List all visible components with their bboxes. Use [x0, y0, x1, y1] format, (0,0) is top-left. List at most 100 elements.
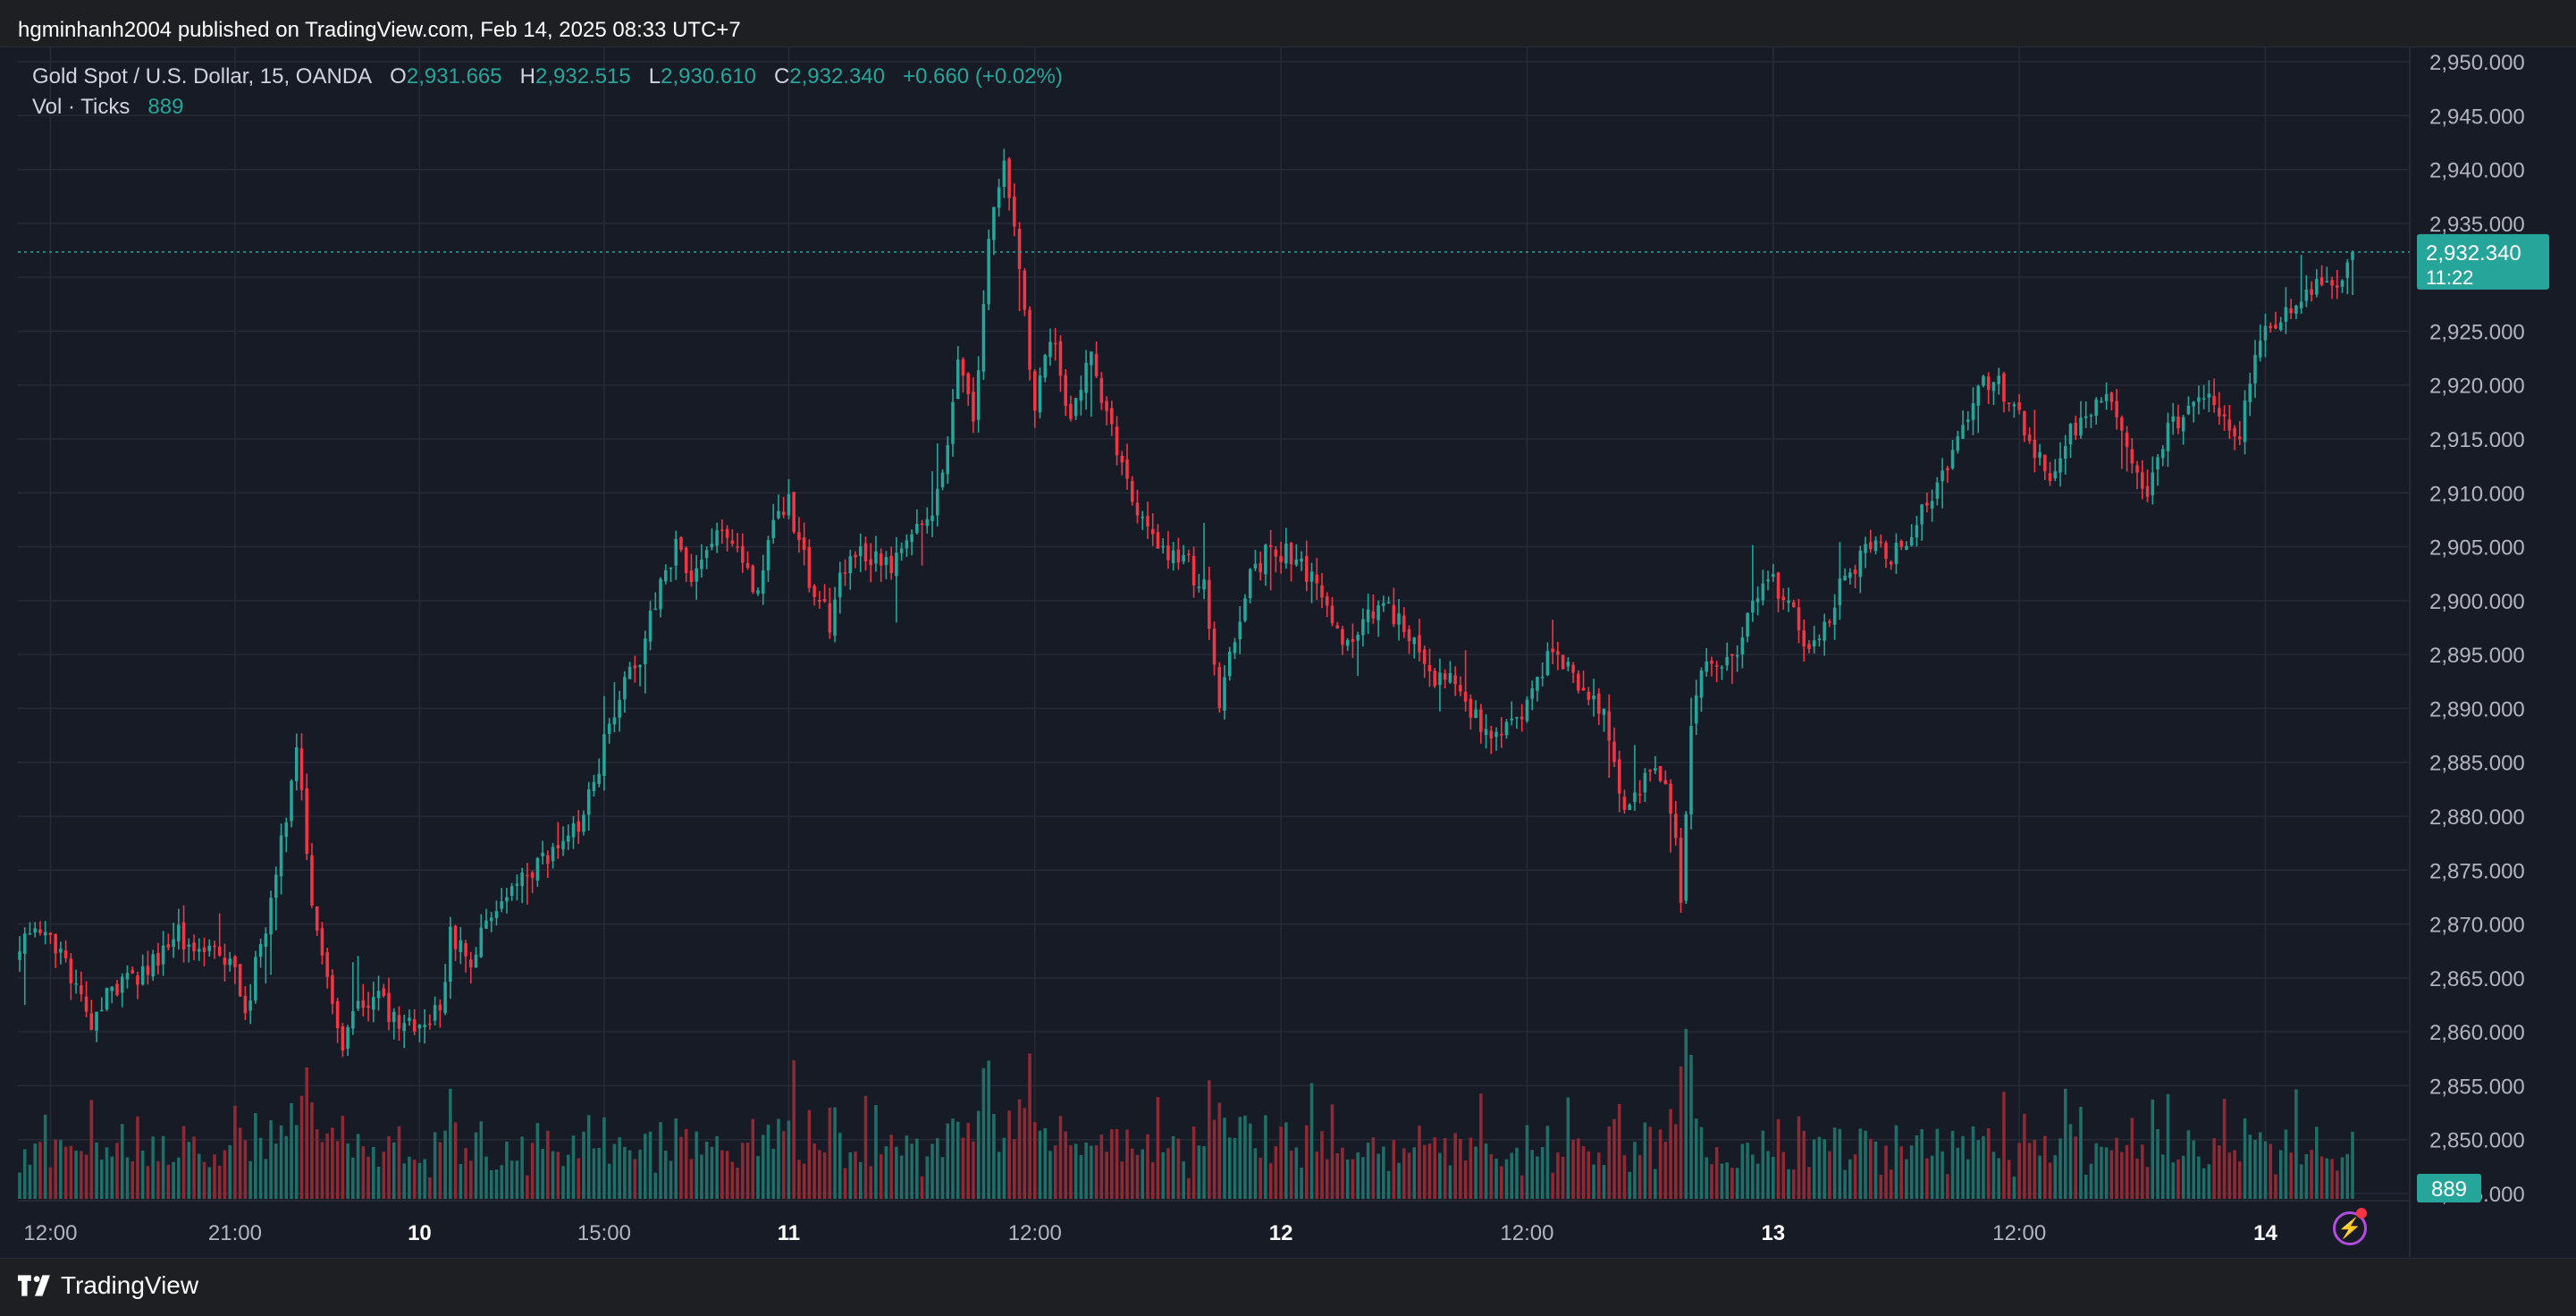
candle — [1459, 676, 1462, 696]
candle-body — [1873, 540, 1878, 552]
volume-bar — [2094, 1143, 2098, 1199]
volume-bar — [2351, 1131, 2354, 1199]
candle — [541, 840, 544, 865]
chart-legend: Gold Spot / U.S. Dollar, 15, OANDA O2,93… — [32, 62, 1063, 122]
candle — [258, 938, 263, 968]
candle-body — [1607, 711, 1612, 741]
candle — [33, 922, 37, 938]
candle — [720, 519, 724, 544]
volume-bar — [1812, 1139, 1816, 1199]
candle — [1284, 527, 1288, 569]
candle-body — [720, 529, 724, 531]
time-tick-label: 13 — [1761, 1221, 1785, 1245]
volume-bar — [2186, 1130, 2191, 1199]
candle — [213, 941, 216, 959]
candle — [2336, 269, 2339, 299]
candle — [1669, 779, 1672, 853]
candle-body — [1679, 837, 1683, 903]
candle — [987, 229, 990, 311]
volume-bar — [2033, 1140, 2037, 1199]
candle-body — [905, 540, 909, 549]
candle — [1930, 489, 1934, 522]
candle — [2084, 401, 2088, 428]
candle — [100, 997, 104, 1012]
volume-bar — [546, 1130, 550, 1199]
candle — [818, 591, 821, 609]
candle — [1233, 637, 1237, 660]
candle — [2100, 397, 2103, 403]
candle-body — [2181, 417, 2185, 432]
candle — [710, 528, 714, 551]
volume-bar — [1233, 1137, 1237, 1199]
volume-label[interactable]: Vol · Ticks — [32, 95, 130, 119]
candle-body — [1515, 716, 1519, 719]
volume-bar — [320, 1142, 324, 1199]
candle-body — [1253, 563, 1258, 569]
candle-body — [663, 569, 668, 582]
volume-bar — [1208, 1080, 1211, 1199]
candle-body — [1879, 541, 1883, 544]
symbol-title[interactable]: Gold Spot / U.S. Dollar, 15, OANDA — [32, 64, 373, 89]
candle-body — [1925, 502, 1929, 506]
candle-body — [74, 983, 78, 985]
candle-body — [95, 1011, 98, 1031]
volume-bar — [607, 1163, 611, 1199]
volume-bar — [905, 1135, 909, 1199]
volume-bar — [1510, 1152, 1514, 1199]
candle-body — [228, 958, 232, 966]
volume-bar — [361, 1146, 366, 1199]
candle-body — [1259, 562, 1262, 573]
candle-body — [2201, 398, 2206, 400]
candle — [438, 999, 442, 1028]
candle — [2197, 385, 2201, 415]
open-label: O — [390, 64, 407, 89]
candle-body — [136, 975, 139, 985]
candle — [1525, 696, 1529, 723]
candle-body — [976, 370, 981, 420]
candle-body — [1412, 637, 1417, 645]
volume-bar — [2017, 1143, 2021, 1199]
volume-bar — [1361, 1157, 1365, 1199]
candle-body — [1930, 501, 1934, 509]
candle-body — [627, 666, 632, 679]
volume-bar — [453, 1122, 458, 1199]
candlestick-chart[interactable]: 2,950.0002,945.0002,940.0002,935.0002,93… — [0, 47, 2576, 1258]
candle-body — [567, 835, 570, 842]
candle — [2089, 413, 2093, 428]
volume-bar — [1489, 1154, 1494, 1199]
lightning-icon[interactable]: ⚡ — [2333, 1211, 2367, 1245]
time-tick-label: 10 — [408, 1221, 432, 1245]
candle-body — [515, 883, 519, 886]
footer-brand[interactable]: TradingView — [61, 1271, 199, 1299]
candle — [2222, 405, 2227, 431]
candle-body — [2253, 355, 2257, 384]
candle-body — [115, 983, 119, 996]
volume-bar — [43, 1114, 47, 1199]
candle — [1807, 639, 1811, 654]
volume-bar — [1371, 1137, 1376, 1199]
candle — [1300, 551, 1303, 571]
volume-bar — [2284, 1129, 2288, 1199]
candle-body — [2278, 322, 2283, 331]
candle-body — [320, 928, 324, 956]
volume-bar — [2345, 1153, 2350, 1199]
candle — [397, 1006, 401, 1042]
volume-bar — [2171, 1162, 2176, 1199]
candle — [644, 630, 647, 694]
candle — [63, 940, 68, 963]
volume-bar — [2089, 1163, 2093, 1199]
grid-lines — [18, 47, 2411, 1258]
candle-body — [1720, 667, 1724, 669]
candle-body — [1725, 656, 1729, 666]
chart-panel[interactable]: 2,950.0002,945.0002,940.0002,935.0002,93… — [0, 46, 2576, 1259]
candle-body — [1843, 575, 1847, 581]
candle — [1305, 540, 1309, 592]
candle — [997, 179, 1001, 217]
volume-bar — [213, 1154, 216, 1199]
candle — [2181, 415, 2185, 445]
candle-body — [500, 901, 503, 909]
candle-body — [1099, 378, 1104, 403]
candle — [1197, 573, 1201, 593]
candle — [2156, 454, 2159, 486]
candle-body — [1279, 555, 1283, 562]
